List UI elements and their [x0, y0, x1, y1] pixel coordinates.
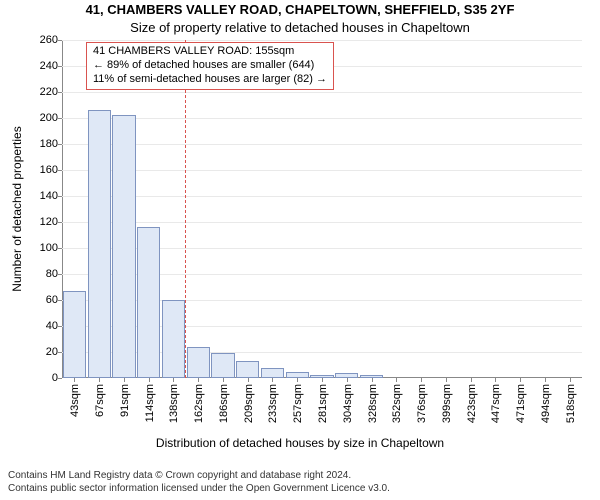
- histogram-bar: [310, 375, 333, 378]
- x-tick-label: 257sqm: [290, 384, 304, 423]
- x-tick-label: 186sqm: [216, 384, 230, 423]
- gridline: [62, 170, 582, 171]
- x-tick-mark: [272, 378, 273, 382]
- histogram-bar: [63, 291, 86, 378]
- x-tick-label: 352sqm: [389, 384, 403, 423]
- info-line-3: 11% of semi-detached houses are larger (…: [93, 73, 327, 87]
- x-tick-mark: [99, 378, 100, 382]
- x-tick-mark: [471, 378, 472, 382]
- x-tick-mark: [74, 378, 75, 382]
- footer-line-2: Contains public sector information licen…: [8, 483, 390, 496]
- x-tick-mark: [347, 378, 348, 382]
- x-tick-mark: [149, 378, 150, 382]
- x-tick-mark: [322, 378, 323, 382]
- x-tick-label: 91sqm: [117, 384, 131, 417]
- x-tick-label: 233sqm: [265, 384, 279, 423]
- histogram-bar: [335, 373, 358, 378]
- histogram-bar: [187, 347, 210, 378]
- x-tick-mark: [495, 378, 496, 382]
- y-tick-label: 200: [40, 112, 62, 124]
- x-tick-mark: [396, 378, 397, 382]
- chart-container: { "chart": { "type": "histogram", "addre…: [0, 0, 600, 500]
- x-axis-title: Distribution of detached houses by size …: [0, 436, 600, 450]
- x-tick-label: 67sqm: [92, 384, 106, 417]
- gridline: [62, 144, 582, 145]
- x-tick-label: 138sqm: [166, 384, 180, 423]
- x-tick-label: 43sqm: [67, 384, 81, 417]
- x-tick-label: 471sqm: [513, 384, 527, 423]
- x-tick-mark: [297, 378, 298, 382]
- y-tick-label: 120: [40, 216, 62, 228]
- info-line-2: ← 89% of detached houses are smaller (64…: [93, 59, 327, 73]
- y-tick-label: 80: [46, 268, 62, 280]
- x-tick-label: 162sqm: [191, 384, 205, 423]
- histogram-bar: [88, 110, 111, 378]
- y-tick-label: 140: [40, 190, 62, 202]
- x-tick-label: 328sqm: [365, 384, 379, 423]
- histogram-bar: [211, 353, 234, 378]
- x-tick-mark: [421, 378, 422, 382]
- histogram-bar: [162, 300, 185, 378]
- histogram-bar: [112, 115, 135, 378]
- y-tick-label: 160: [40, 164, 62, 176]
- histogram-bar: [236, 361, 259, 378]
- y-tick-label: 220: [40, 86, 62, 98]
- x-tick-mark: [545, 378, 546, 382]
- x-tick-label: 209sqm: [241, 384, 255, 423]
- x-tick-mark: [570, 378, 571, 382]
- histogram-bar: [261, 368, 284, 378]
- x-tick-mark: [520, 378, 521, 382]
- x-tick-label: 423sqm: [464, 384, 478, 423]
- y-tick-label: 180: [40, 138, 62, 150]
- property-marker-line: [185, 40, 186, 378]
- gridline: [62, 92, 582, 93]
- x-tick-label: 281sqm: [315, 384, 329, 423]
- x-tick-label: 494sqm: [538, 384, 552, 423]
- histogram-bar: [360, 375, 383, 378]
- y-tick-label: 20: [46, 346, 62, 358]
- gridline: [62, 196, 582, 197]
- gridline: [62, 222, 582, 223]
- histogram-bar: [286, 372, 309, 379]
- x-tick-mark: [198, 378, 199, 382]
- x-tick-label: 518sqm: [563, 384, 577, 423]
- x-tick-mark: [223, 378, 224, 382]
- x-tick-mark: [372, 378, 373, 382]
- chart-subtitle: Size of property relative to detached ho…: [0, 20, 600, 35]
- y-tick-label: 240: [40, 60, 62, 72]
- x-tick-label: 399sqm: [439, 384, 453, 423]
- info-line-1: 41 CHAMBERS VALLEY ROAD: 155sqm: [93, 45, 327, 59]
- x-tick-label: 376sqm: [414, 384, 428, 423]
- gridline: [62, 118, 582, 119]
- y-tick-label: 40: [46, 320, 62, 332]
- x-tick-label: 114sqm: [142, 384, 156, 422]
- plot-area: 02040608010012014016018020022024026043sq…: [62, 40, 582, 378]
- x-tick-label: 304sqm: [340, 384, 354, 423]
- y-tick-label: 260: [40, 34, 62, 46]
- footer-line-1: Contains HM Land Registry data © Crown c…: [8, 470, 390, 483]
- y-axis-title: Number of detached properties: [10, 126, 24, 291]
- x-tick-mark: [124, 378, 125, 382]
- gridline: [62, 40, 582, 41]
- y-tick-label: 0: [52, 372, 62, 384]
- address-title: 41, CHAMBERS VALLEY ROAD, CHAPELTOWN, SH…: [0, 2, 600, 17]
- y-tick-label: 60: [46, 294, 62, 306]
- x-tick-mark: [173, 378, 174, 382]
- x-tick-mark: [248, 378, 249, 382]
- y-tick-label: 100: [40, 242, 62, 254]
- x-tick-label: 447sqm: [488, 384, 502, 423]
- footer-attribution: Contains HM Land Registry data © Crown c…: [8, 470, 390, 495]
- histogram-bar: [137, 227, 160, 378]
- x-tick-mark: [446, 378, 447, 382]
- info-box: 41 CHAMBERS VALLEY ROAD: 155sqm ← 89% of…: [86, 42, 334, 90]
